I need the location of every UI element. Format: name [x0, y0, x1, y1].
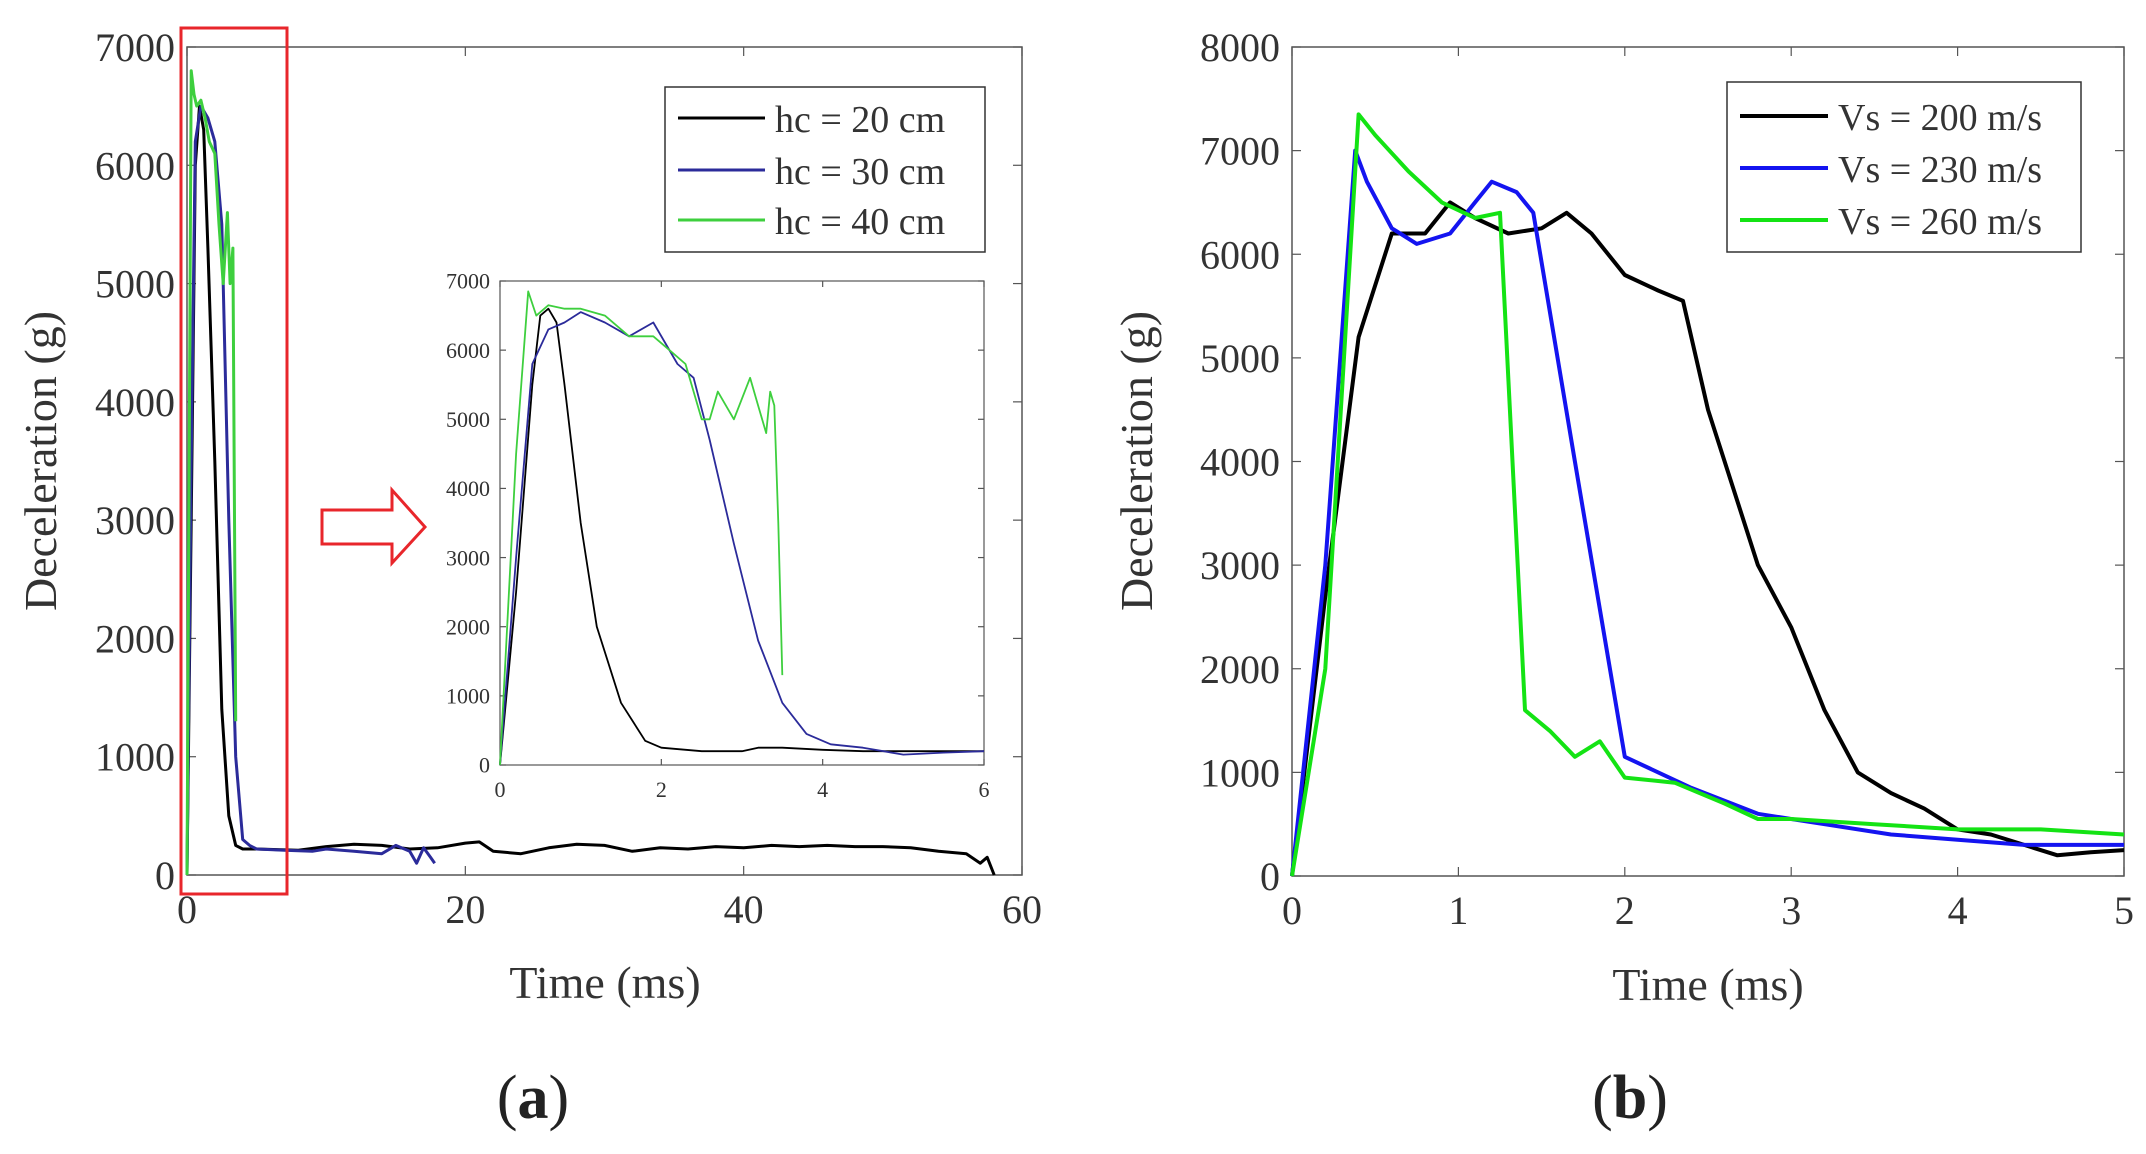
b-series-line-2 — [1290, 112, 2125, 877]
b-ytick-label-7: 7000 — [1200, 129, 1280, 174]
y-axis-title-b: Deceleration (g) — [1111, 311, 1162, 611]
b-xtick-label-3: 3 — [1781, 888, 1801, 933]
a-ytick-label-0: 0 — [155, 853, 175, 898]
inset-series-line-0 — [499, 307, 984, 766]
inset-plot-area — [499, 280, 985, 766]
inset-series-line-1 — [499, 311, 985, 766]
panel-label-b: (b) — [1592, 1064, 1668, 1132]
inset-chart: 0 2 4 6 0 1000 2000 3000 4000 5000 6000 7000 — [446, 269, 990, 802]
inset-series-line-2 — [499, 290, 784, 766]
panel-label-a-letter: a — [518, 1064, 549, 1132]
inset-ytick-label-2: 2000 — [446, 614, 490, 639]
b-xtick-label-2: 2 — [1615, 888, 1635, 933]
inset-ytick-label-1: 1000 — [446, 684, 490, 709]
panel-label-a-close: ) — [549, 1064, 570, 1132]
b-series-line-1 — [1290, 148, 2124, 877]
inset-ytick-label-3: 3000 — [446, 545, 490, 570]
panel-label-a-open: ( — [497, 1064, 518, 1132]
inset-xtick-label-0: 0 — [495, 777, 506, 802]
a-ytick-label-3: 3000 — [95, 498, 175, 543]
inset-xtick-label-1: 2 — [656, 777, 667, 802]
inset-ytick-label-7: 7000 — [446, 269, 490, 294]
legend-label-a-0: hc = 20 cm — [775, 99, 945, 141]
b-ytick-label-5: 5000 — [1200, 336, 1280, 381]
inset-ytick-label-4: 4000 — [446, 476, 490, 501]
a-xtick-label-2: 40 — [724, 887, 764, 932]
a-ytick-label-6: 6000 — [95, 143, 175, 188]
b-ytick-label-8: 8000 — [1200, 25, 1280, 70]
x-axis-title-a: Time (ms) — [509, 957, 700, 1008]
b-ytick-label-6: 6000 — [1200, 232, 1280, 277]
a-xtick-label-1: 20 — [445, 887, 485, 932]
legend-label-b-1: Vs = 230 m/s — [1838, 149, 2042, 191]
zoom-arrow — [320, 486, 428, 567]
inset-axes: 0 2 4 6 0 1000 2000 3000 4000 5000 6000 7000 — [446, 269, 990, 802]
inset-ytick-label-5: 5000 — [446, 407, 490, 432]
y-axis-title-a: Deceleration (g) — [15, 311, 66, 611]
panel-label-b-letter: b — [1613, 1064, 1647, 1132]
b-series-line-0 — [1290, 200, 2125, 877]
b-ytick-label-4: 4000 — [1200, 440, 1280, 485]
b-ytick-label-2: 2000 — [1200, 647, 1280, 692]
legend-a: hc = 20 cm hc = 30 cm hc = 40 cm — [664, 86, 986, 253]
a-series-line-2 — [185, 69, 238, 876]
b-xtick-label-4: 4 — [1948, 888, 1968, 933]
a-ytick-label-1: 1000 — [95, 735, 175, 780]
a-xtick-label-3: 60 — [1002, 887, 1042, 932]
chart-panel-b: 0 1 2 3 4 5010002000300040005000600070008000 … — [1111, 25, 2134, 1132]
legend-label-b-2: Vs = 260 m/s — [1838, 201, 2042, 243]
inset-ytick-label-0: 0 — [479, 753, 490, 778]
a-ytick-label-7: 7000 — [95, 25, 175, 70]
series-group-b — [1290, 112, 2125, 877]
inset-xtick-label-3: 6 — [979, 777, 990, 802]
axes-b: 0 1 2 3 4 5 0 1000 2000 3000 4000 5000 6000 7000 8000 — [1200, 25, 2134, 933]
series-group-a — [185, 69, 996, 876]
b-ytick-label-0: 0 — [1260, 854, 1280, 899]
a-xtick-label-0: 0 — [177, 887, 197, 932]
inset-series-group — [499, 290, 985, 766]
b-ytick-label-3: 3000 — [1200, 543, 1280, 588]
panel-label-b-open: ( — [1592, 1064, 1613, 1132]
highlight-box — [179, 26, 289, 896]
a-ytick-label-5: 5000 — [95, 262, 175, 307]
b-ytick-label-1: 1000 — [1200, 750, 1280, 795]
x-axis-title-b: Time (ms) — [1612, 959, 1803, 1010]
panel-label-b-close: ) — [1647, 1064, 1668, 1132]
a-ytick-label-2: 2000 — [95, 616, 175, 661]
b-xtick-label-1: 1 — [1448, 888, 1468, 933]
a-series-line-0 — [185, 104, 996, 876]
b-xtick-label-5: 5 — [2114, 888, 2134, 933]
inset-xtick-label-2: 4 — [817, 777, 828, 802]
legend-label-a-2: hc = 40 cm — [775, 201, 945, 243]
panel-label-a: (a) — [497, 1064, 569, 1132]
inset-ytick-label-6: 6000 — [446, 338, 490, 363]
legend-label-b-0: Vs = 200 m/s — [1838, 97, 2042, 139]
b-xtick-label-0: 0 — [1282, 888, 1302, 933]
legend-b: Vs = 200 m/s Vs = 230 m/s Vs = 260 m/s — [1726, 81, 2082, 253]
a-ytick-label-4: 4000 — [95, 380, 175, 425]
legend-label-a-1: hc = 30 cm — [775, 151, 945, 193]
